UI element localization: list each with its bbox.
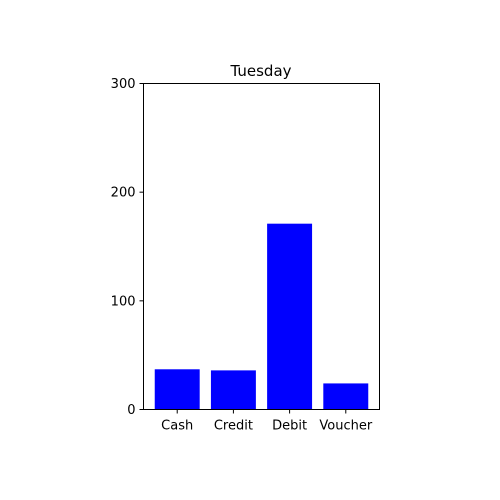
y-axis: 0 100 200 300 (111, 77, 144, 418)
chart-title: Tuesday (229, 62, 291, 80)
bar-credit (210, 370, 256, 410)
bar-voucher (323, 383, 369, 410)
x-tick-label: Voucher (319, 419, 372, 434)
plot-frame (143, 83, 380, 410)
bar-debit (267, 223, 313, 410)
y-tick-label: 300 (111, 77, 136, 92)
bars-layer (154, 223, 369, 410)
x-tick-label: Credit (214, 419, 253, 434)
bar-cash (154, 369, 200, 410)
y-tick-label: 0 (127, 403, 135, 418)
x-axis: Cash Credit Debit Voucher (161, 409, 373, 434)
x-tick-label: Cash (161, 419, 193, 434)
y-tick-label: 200 (111, 186, 136, 201)
y-tick-label: 100 (111, 294, 136, 309)
x-tick-label: Debit (272, 419, 307, 434)
